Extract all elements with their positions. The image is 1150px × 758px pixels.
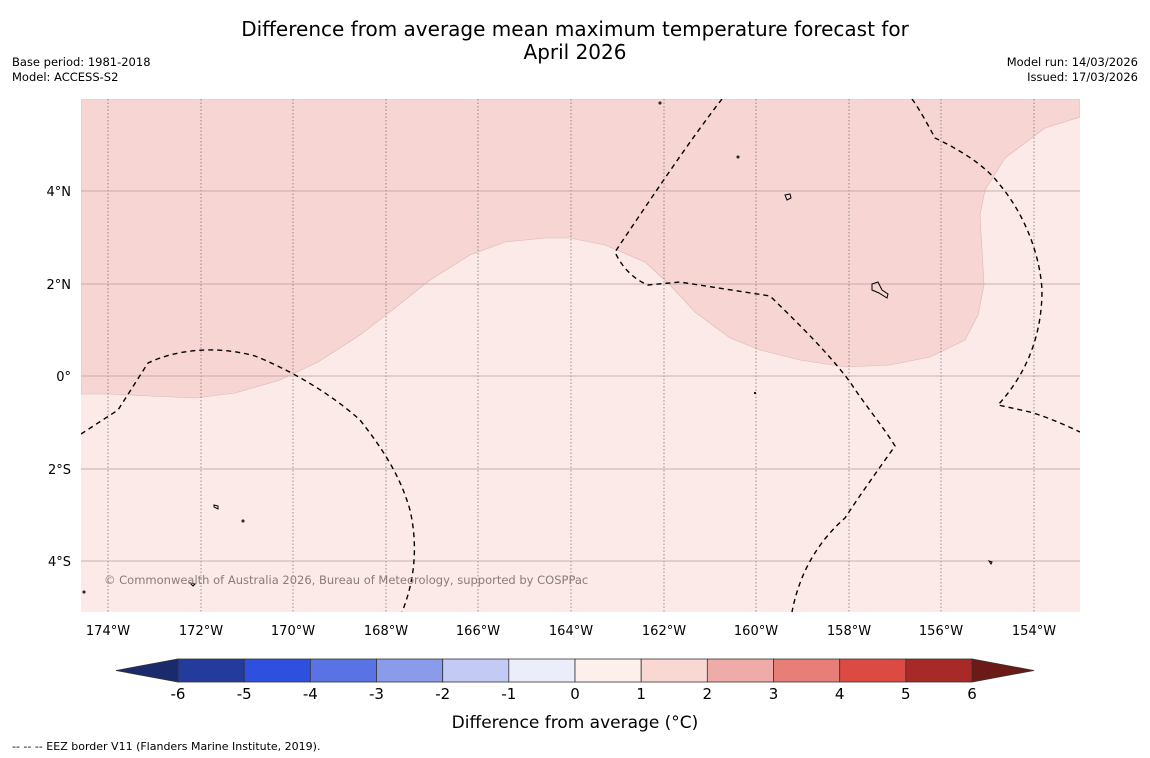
- island: [241, 519, 245, 523]
- islands: [82, 101, 993, 594]
- lon-label: 160°W: [734, 624, 778, 639]
- model-name: Model: ACCESS-S2: [12, 70, 119, 84]
- island: [82, 590, 86, 594]
- island: [213, 504, 219, 510]
- island: [871, 281, 889, 299]
- colorbar-tick: 3: [769, 685, 779, 703]
- island: [753, 391, 757, 395]
- colorbar-swatch: [905, 658, 973, 683]
- lat-label: 0°: [56, 370, 71, 385]
- lon-label: 174°W: [86, 624, 130, 639]
- eez-border-east: [911, 99, 1080, 433]
- colorbar-swatch: [243, 658, 311, 683]
- colorbar-tick: -3: [369, 685, 384, 703]
- lon-label: 172°W: [179, 624, 223, 639]
- lat-label: 2°N: [47, 278, 72, 293]
- model-run: Model run: 14/03/2026: [1006, 55, 1138, 69]
- colorbar-swatch: [640, 658, 708, 683]
- metadata-left: Base period: 1981-2018 Model: ACCESS-S2: [12, 55, 151, 85]
- colorbar-tick: 4: [835, 685, 845, 703]
- graticule: [81, 99, 1080, 612]
- title-line-2: April 2026: [523, 40, 627, 64]
- lat-label: 4°S: [48, 555, 71, 570]
- longitude-labels: 174°W 172°W 170°W 168°W 166°W 164°W 162°…: [86, 624, 1056, 639]
- colorbar: [115, 658, 1035, 683]
- lon-label: 168°W: [364, 624, 408, 639]
- island: [987, 560, 993, 565]
- colorbar-swatch: [309, 658, 377, 683]
- colorbar-swatch: [706, 658, 774, 683]
- lon-label: 154°W: [1012, 624, 1056, 639]
- eez-legend-note: -- -- -- EEZ border V11 (Flanders Marine…: [12, 740, 321, 753]
- lat-label: 2°S: [48, 463, 71, 478]
- colorbar-title: Difference from average (°C): [452, 713, 699, 733]
- colorbar-extend-low: [115, 658, 179, 683]
- map-title: Difference from average mean maximum tem…: [0, 18, 1150, 64]
- metadata-right: Model run: 14/03/2026 Issued: 17/03/2026: [1007, 55, 1138, 85]
- colorbar-tick: 5: [901, 685, 911, 703]
- colorbar-tick: -6: [171, 685, 186, 703]
- island: [188, 582, 197, 587]
- colorbar-tick: 1: [636, 685, 646, 703]
- colorbar-tick: 6: [967, 685, 977, 703]
- colorbar-tick: -1: [501, 685, 516, 703]
- colorbar-tick: -4: [303, 685, 318, 703]
- colorbar-swatch: [442, 658, 510, 683]
- copyright-notice: © Commonwealth of Australia 2026, Bureau…: [104, 573, 588, 587]
- anomaly-region-1-2: [81, 99, 1080, 399]
- colorbar-tick: -2: [435, 685, 450, 703]
- island: [736, 155, 740, 159]
- colorbar-swatch: [773, 658, 841, 683]
- lat-label: 4°N: [47, 185, 72, 200]
- lon-label: 158°W: [827, 624, 871, 639]
- colorbar-extend-high: [971, 658, 1035, 683]
- lon-label: 170°W: [271, 624, 315, 639]
- eez-borders: [81, 99, 1080, 612]
- colorbar-swatch: [376, 658, 444, 683]
- lon-label: 156°W: [919, 624, 963, 639]
- lon-label: 162°W: [642, 624, 686, 639]
- colorbar-tick: 0: [570, 685, 580, 703]
- title-line-1: Difference from average mean maximum tem…: [241, 17, 909, 41]
- colorbar-swatch: [177, 658, 245, 683]
- latitude-labels: 4°N 2°N 0° 2°S 4°S: [47, 185, 72, 570]
- colorbar-tick: 2: [703, 685, 713, 703]
- lon-label: 166°W: [456, 624, 500, 639]
- colorbar-ticks: -6 -5 -4 -3 -2 -1 0 1 2 3 4 5 6: [171, 685, 977, 703]
- eez-border-central: [614, 99, 896, 612]
- issued-date: Issued: 17/03/2026: [1027, 70, 1138, 84]
- eez-border-west: [81, 349, 416, 612]
- island: [658, 101, 662, 105]
- colorbar-swatch: [574, 658, 642, 683]
- base-period: Base period: 1981-2018: [12, 55, 151, 69]
- colorbar-tick: -5: [237, 685, 252, 703]
- island: [784, 193, 792, 201]
- colorbar-swatch: [839, 658, 907, 683]
- lon-label: 164°W: [549, 624, 593, 639]
- colorbar-swatch: [508, 658, 576, 683]
